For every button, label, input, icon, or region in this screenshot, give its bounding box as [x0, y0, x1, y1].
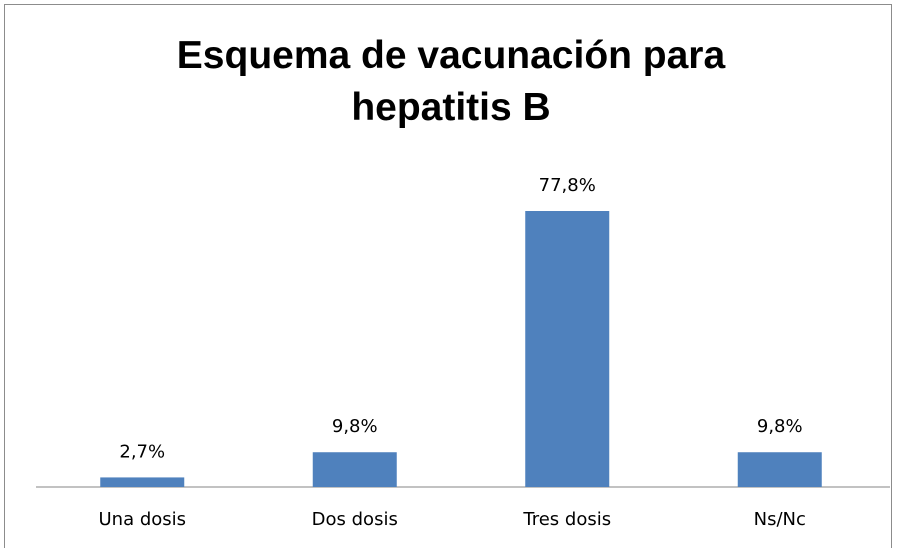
data-label: 2,7% [119, 441, 165, 462]
data-label: 77,8% [539, 175, 596, 196]
bar [737, 452, 822, 487]
data-label: 9,8% [332, 416, 378, 437]
data-label: 9,8% [757, 416, 803, 437]
chart-frame [4, 4, 892, 548]
x-tick-label: Tres dosis [522, 509, 611, 530]
x-tick-label: Ns/Nc [754, 509, 806, 530]
x-tick-label: Dos dosis [312, 509, 398, 530]
chart-title: Esquema de vacunación para hepatitis B [176, 34, 726, 129]
bar [100, 477, 185, 487]
bar [525, 211, 610, 487]
bar [312, 452, 397, 487]
x-tick-label: Una dosis [98, 509, 186, 530]
